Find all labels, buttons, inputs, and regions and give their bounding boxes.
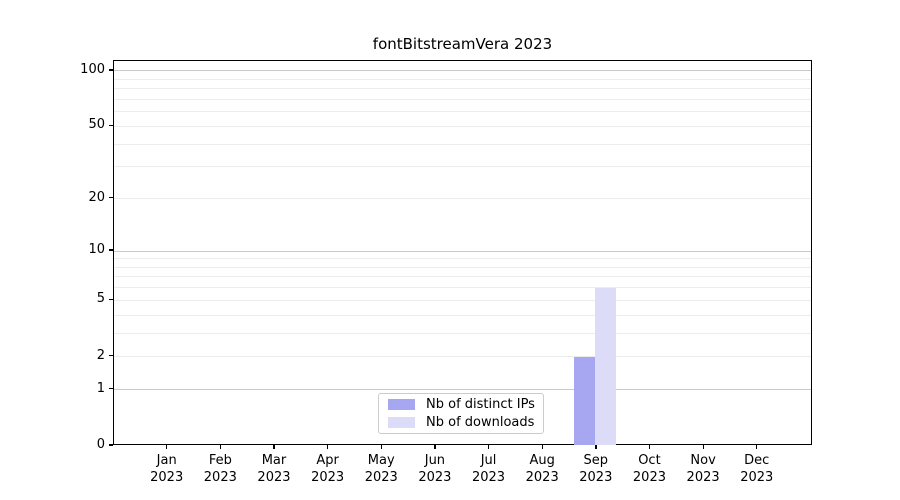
x-tick-label: Aug 2023 bbox=[525, 453, 559, 485]
y-tick-label: 50 bbox=[88, 117, 105, 133]
x-tick-label: Sep 2023 bbox=[579, 453, 613, 485]
legend-label-distinct-ips: Nb of distinct IPs bbox=[426, 396, 535, 412]
y-tick bbox=[109, 388, 113, 390]
plot-area bbox=[113, 60, 812, 445]
x-tick bbox=[327, 445, 329, 449]
y-tick-label: 5 bbox=[96, 291, 105, 307]
gridline-minor bbox=[114, 88, 811, 90]
gridline-minor bbox=[114, 356, 811, 358]
gridline-minor bbox=[114, 78, 811, 80]
gridline-minor bbox=[114, 314, 811, 316]
bar-downloads-sep bbox=[595, 287, 617, 445]
x-tick bbox=[273, 445, 275, 449]
legend-item-distinct-ips: Nb of distinct IPs bbox=[388, 396, 543, 412]
gridline-major bbox=[114, 70, 811, 72]
x-tick bbox=[648, 445, 651, 449]
y-tick bbox=[109, 196, 113, 199]
y-tick-label: 0 bbox=[96, 437, 105, 452]
x-tick-label: May 2023 bbox=[364, 453, 398, 485]
legend-swatch-downloads bbox=[388, 417, 415, 428]
gridline-minor bbox=[114, 299, 811, 301]
legend-swatch-distinct-ips bbox=[388, 399, 415, 410]
x-tick bbox=[434, 445, 436, 449]
y-tick-label: 2 bbox=[96, 347, 105, 363]
x-tick bbox=[541, 445, 543, 449]
legend-label-downloads: Nb of downloads bbox=[426, 414, 535, 430]
y-tick-label: 100 bbox=[80, 61, 105, 77]
x-tick bbox=[595, 445, 597, 449]
x-tick-label: Jun 2023 bbox=[418, 453, 452, 485]
bar-distinct-ips-sep bbox=[574, 356, 596, 445]
x-tick bbox=[756, 445, 758, 449]
chart-title: fontBitstreamVera 2023 bbox=[372, 35, 553, 53]
y-tick-label: 1 bbox=[96, 380, 105, 396]
x-tick bbox=[219, 445, 222, 449]
y-tick-label: 10 bbox=[88, 242, 105, 258]
legend-item-downloads: Nb of downloads bbox=[388, 414, 543, 430]
gridline-minor bbox=[114, 258, 811, 260]
gridline-minor bbox=[114, 287, 811, 289]
x-tick-label: Jul 2023 bbox=[471, 453, 506, 485]
x-tick-label: Apr 2023 bbox=[311, 453, 345, 485]
y-tick bbox=[109, 355, 113, 357]
gridline-minor bbox=[114, 198, 811, 199]
x-tick bbox=[380, 445, 382, 449]
gridline-minor bbox=[114, 332, 811, 334]
x-tick bbox=[166, 445, 168, 449]
y-tick bbox=[109, 124, 113, 127]
y-tick bbox=[109, 69, 113, 71]
gridline-minor bbox=[114, 166, 811, 168]
legend: Nb of distinct IPs Nb of downloads bbox=[378, 393, 544, 434]
gridline-minor bbox=[114, 111, 811, 113]
x-tick-label: Feb 2023 bbox=[203, 453, 237, 485]
gridline-minor bbox=[114, 143, 811, 145]
gridline-major bbox=[114, 389, 811, 391]
gridline-minor bbox=[114, 125, 811, 127]
x-tick-label: Mar 2023 bbox=[257, 453, 291, 485]
x-tick bbox=[702, 445, 704, 449]
x-tick bbox=[487, 445, 490, 449]
x-tick-label: Jan 2023 bbox=[150, 453, 184, 485]
gridline-minor bbox=[114, 98, 811, 100]
gridline-minor bbox=[114, 276, 811, 278]
x-tick-label: Dec 2023 bbox=[740, 453, 774, 485]
y-tick-label: 20 bbox=[88, 189, 105, 205]
gridline-minor bbox=[114, 266, 811, 268]
x-tick-label: Oct 2023 bbox=[632, 453, 666, 485]
x-tick-label: Nov 2023 bbox=[686, 453, 720, 485]
y-tick bbox=[109, 249, 113, 251]
y-tick bbox=[109, 444, 113, 446]
gridline-major bbox=[114, 250, 811, 252]
y-tick bbox=[109, 298, 113, 301]
